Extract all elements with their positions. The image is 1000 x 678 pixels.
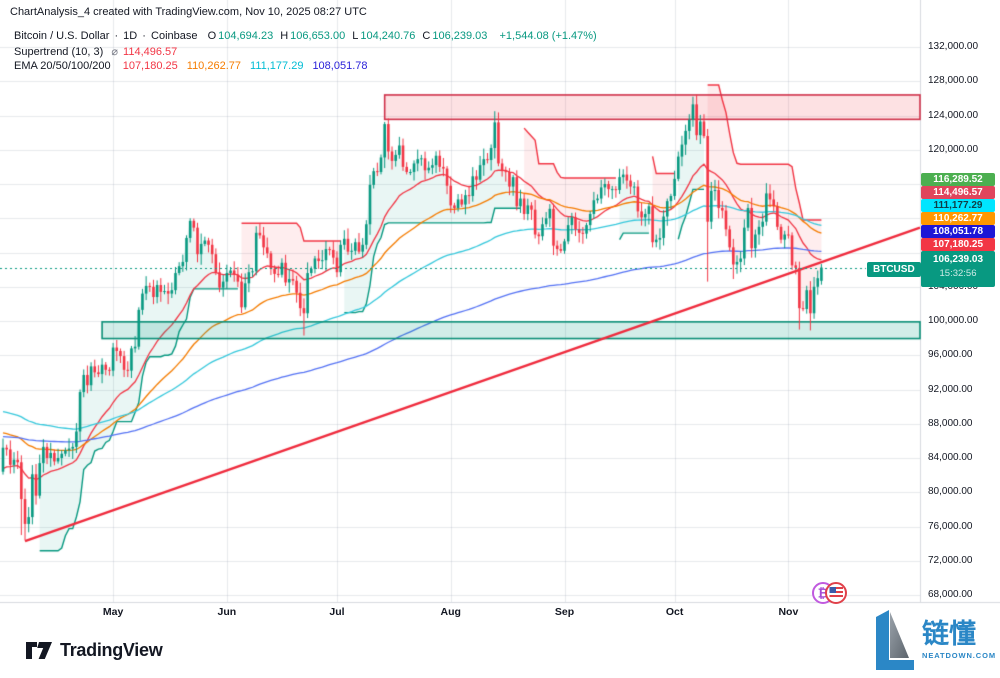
time-axis-label: May (102, 606, 124, 618)
indicator-price-badge: 111,177.29 (921, 199, 995, 212)
time-axis-label: Nov (778, 606, 799, 618)
change-value: +1,544.08 (+1.47%) (499, 30, 597, 42)
price-axis-label: 128,000.00 (928, 75, 979, 87)
exchange-label: Coinbase (151, 30, 198, 42)
chart-title: ChartAnalysis_4 created with TradingView… (10, 6, 367, 18)
price-axis-label: 124,000.00 (928, 109, 979, 121)
symbol-pair-icons: ₿ (806, 580, 850, 611)
price-axis-label: 100,000.00 (928, 315, 979, 326)
svg-text:₿: ₿ (818, 586, 829, 601)
ohlc-values: O 104,694.23 H 106,653.00 L 104,240.76 C 106,23… (203, 30, 490, 42)
interval-label: 1D (123, 30, 138, 42)
indicator-price-badge: 110,262.77 (921, 212, 995, 225)
indicator-price-badge: 114,496.57 (921, 186, 995, 199)
ohlc-number: 106,239.03 (432, 30, 488, 42)
supertrend-label: Supertrend (10, 3) (14, 46, 104, 58)
indicator-price-badge: 107,180.25 (921, 238, 995, 251)
ema-value: 111,177.29 (250, 60, 304, 72)
ohlc-letter: H (280, 30, 289, 42)
supertrend-legend-row[interactable]: Supertrend (10, 3) ⌀ 114,496.57 (14, 45, 179, 58)
neatdown-logo-icon (876, 610, 914, 670)
price-axis-label: 120,000.00 (928, 143, 979, 155)
ohlc-letter: O (207, 30, 217, 42)
price-axis-label: 76,000.00 (928, 520, 973, 532)
ema-legend-row[interactable]: EMA 20/50/100/200 107,180.25 110,262.77 11… (14, 60, 372, 72)
price-axis-label: 92,000.00 (928, 383, 973, 395)
time-axis-label: Sep (554, 606, 575, 618)
ohlc-letter: C (422, 30, 431, 42)
indicator-price-badge: 108,051.78 (921, 225, 995, 238)
supertrend-value: 114,496.57 (123, 46, 178, 58)
price-axis-label: 72,000.00 (928, 554, 973, 566)
separator-dot: · (142, 30, 146, 42)
ohlc-number: 104,240.76 (360, 30, 416, 42)
last-price-badge: 106,239.03 15:32:56 (921, 251, 995, 287)
price-axis-label: 68,000.00 (928, 589, 973, 600)
price-axis-label: 88,000.00 (928, 417, 973, 429)
price-axis-label: 96,000.00 (928, 349, 973, 361)
time-axis-label: Aug (440, 606, 461, 618)
ema-label: EMA 20/50/100/200 (14, 60, 111, 72)
time-axis-label: Jul (329, 606, 345, 618)
tradingview-logo[interactable]: TradingView (26, 640, 163, 661)
diameter-marker-icon: ⌀ (111, 46, 118, 58)
separator-dot: · (114, 30, 119, 42)
symbol-price-label: BTCUSD (867, 262, 921, 277)
indicator-price-badge: 116,289.52 (921, 173, 995, 186)
tradingview-logo-text: TradingView (60, 640, 163, 660)
ohlc-number: 106,653.00 (290, 30, 346, 42)
price-axis-label: 80,000.00 (928, 486, 973, 498)
bar-countdown: 15:32:56 (939, 268, 977, 279)
ema-values: 107,180.25 110,262.77 111,177.29 108,051.78 (116, 60, 370, 72)
watermark-chinese-text: 链懂 (922, 618, 976, 649)
ema-value: 110,262.77 (186, 60, 242, 72)
price-axis-label: 132,000.00 (928, 41, 979, 52)
ema-value: 108,051.78 (312, 60, 368, 72)
symbol-name: Bitcoin / U.S. Dollar (14, 30, 110, 42)
watermark-site-text: NEATDOWN.COM (922, 650, 996, 660)
time-axis-label: Jun (217, 606, 237, 618)
time-axis-label: Oct (665, 606, 684, 618)
price-axis-label: 84,000.00 (928, 452, 973, 463)
ohlc-number: 104,694.23 (218, 30, 274, 42)
neatdown-watermark: 链懂 NEATDOWN.COM (876, 610, 996, 670)
tradingview-logo-icon (26, 642, 52, 659)
ema-value: 107,180.25 (122, 60, 178, 72)
ohlc-letter: L (352, 30, 359, 42)
last-price-value: 106,239.03 (932, 254, 984, 265)
